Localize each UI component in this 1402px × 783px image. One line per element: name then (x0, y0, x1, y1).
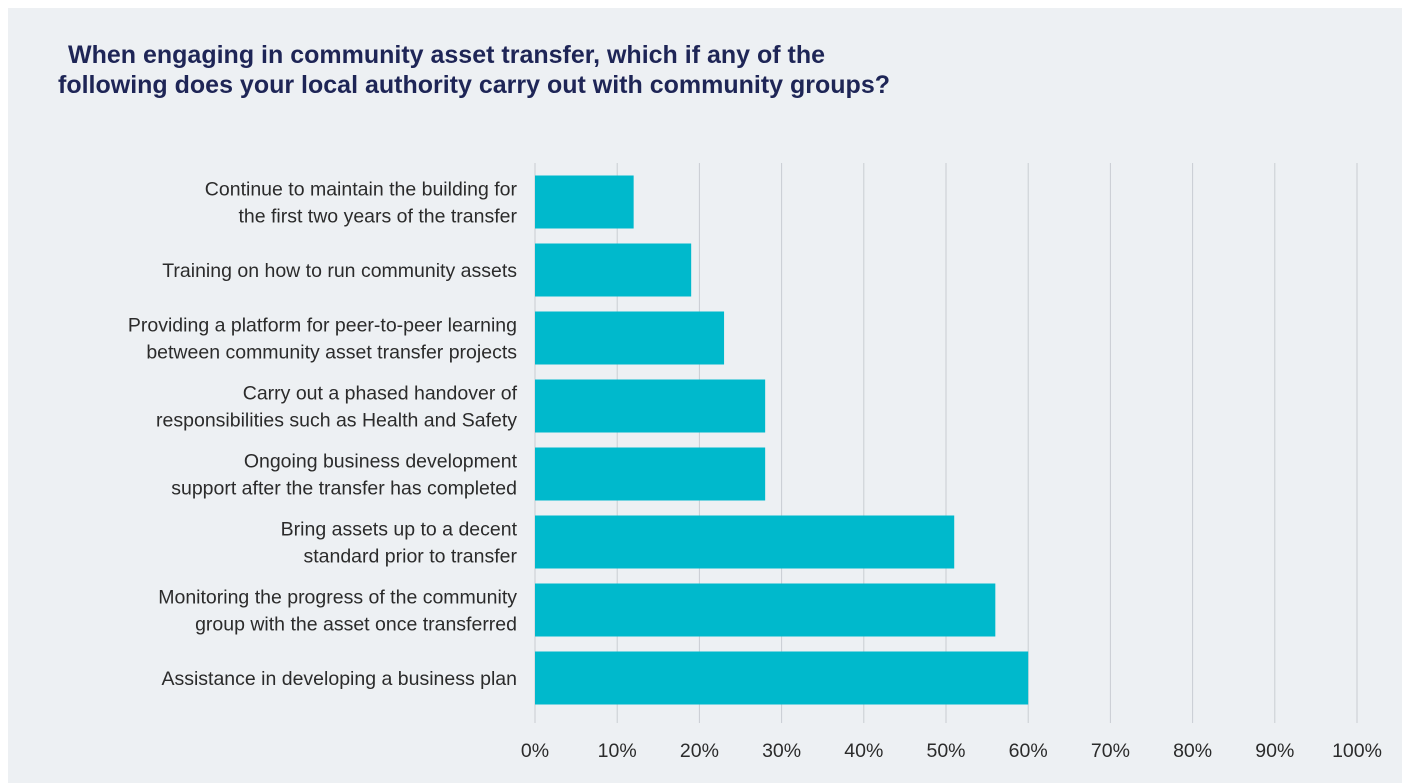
x-tick-label: 30% (762, 740, 801, 762)
x-tick-label: 50% (926, 740, 965, 762)
bar (535, 311, 725, 365)
category-labels: Continue to maintain the building for the… (128, 179, 518, 691)
x-tick-label: 40% (844, 740, 883, 762)
bar (535, 447, 766, 501)
category-label: support after the transfer has completed (171, 478, 517, 500)
category-label: Monitoring the progress of the community (158, 587, 517, 609)
category-label: the first two years of the transfer (238, 206, 517, 228)
x-tick-label: 20% (680, 740, 719, 762)
x-tick-label: 100% (1332, 740, 1382, 762)
bar (535, 243, 692, 297)
bar (535, 515, 955, 569)
category-label: Ongoing business development (244, 451, 518, 473)
category-label: between community asset transfer project… (146, 342, 517, 364)
chart-title-line-1: When engaging in community asset transfe… (68, 41, 826, 69)
x-axis-tick-labels: 0% 10% 20% 30% 40% 50% 60% 70% 80% 90% 100% (521, 740, 1382, 762)
category-label: responsibilities such as Health and Safe… (156, 410, 517, 432)
x-tick-label: 10% (598, 740, 637, 762)
x-tick-label: 0% (521, 740, 549, 762)
bar (535, 583, 996, 637)
category-label: Assistance in developing a business plan (161, 668, 517, 690)
bars (535, 175, 1029, 705)
category-label: group with the asset once transferred (195, 614, 517, 636)
x-tick-label: 60% (1009, 740, 1048, 762)
category-label: Bring assets up to a decent (281, 519, 518, 541)
bar (535, 175, 634, 229)
category-label: Providing a platform for peer-to-peer le… (128, 315, 517, 337)
x-tick-label: 80% (1173, 740, 1212, 762)
category-label: Carry out a phased handover of (243, 383, 518, 405)
x-tick-label: 70% (1091, 740, 1130, 762)
x-tick-label: 90% (1255, 740, 1294, 762)
category-label: Training on how to run community assets (162, 260, 517, 282)
bar (535, 379, 766, 433)
category-label: Continue to maintain the building for (205, 179, 518, 201)
chart-title-line-2: following does your local authority carr… (58, 71, 891, 99)
chart-title: When engaging in community asset transfe… (58, 40, 1038, 100)
category-label: standard prior to transfer (303, 546, 517, 568)
bar (535, 651, 1029, 705)
